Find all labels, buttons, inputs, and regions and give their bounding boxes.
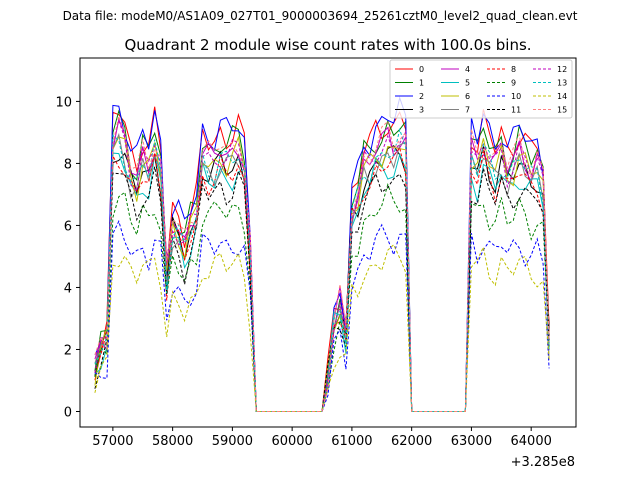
series-line-15 — [94, 114, 550, 412]
legend-label: 15 — [557, 106, 567, 115]
plot-frame — [79, 57, 577, 428]
x-tick-label: 63000 — [451, 434, 492, 449]
y-tick-label: 2 — [64, 343, 72, 358]
legend-label: 2 — [419, 92, 424, 101]
legend-label: 3 — [419, 106, 424, 115]
legend-label: 6 — [465, 92, 470, 101]
series-line-10 — [94, 219, 550, 412]
plot-lines — [94, 96, 550, 412]
x-tick-label: 58000 — [152, 434, 193, 449]
y-tick-label: 0 — [64, 405, 72, 420]
legend-label: 14 — [557, 92, 567, 101]
x-offset-label: +3.285e8 — [511, 455, 575, 470]
series-line-0 — [94, 106, 550, 412]
legend-label: 10 — [511, 92, 521, 101]
chart-title: Quadrant 2 module wise count rates with … — [124, 36, 531, 54]
legend-label: 8 — [511, 65, 516, 74]
y-tick-label: 4 — [64, 281, 72, 296]
x-tick-label: 64000 — [511, 434, 552, 449]
y-axis: 0 2 4 6 8 10 — [55, 95, 80, 420]
y-tick-label: 6 — [64, 219, 72, 234]
x-tick-label: 60000 — [271, 434, 312, 449]
x-tick-label: 62000 — [391, 434, 432, 449]
legend-label: 1 — [419, 79, 424, 88]
legend-label: 11 — [511, 106, 521, 115]
series-line-12 — [94, 118, 550, 412]
y-tick-label: 10 — [55, 95, 72, 110]
x-tick-label: 61000 — [331, 434, 372, 449]
legend-box — [389, 59, 573, 119]
series-line-7 — [94, 132, 550, 412]
legend-label: 5 — [465, 79, 470, 88]
legend-label: 13 — [557, 79, 567, 88]
legend-label: 7 — [465, 106, 470, 115]
x-tick-label: 57000 — [92, 434, 133, 449]
legend-label: 0 — [419, 65, 424, 74]
series-line-14 — [94, 243, 550, 412]
legend-label: 4 — [465, 65, 470, 74]
legend-label: 12 — [557, 65, 567, 74]
y-tick-label: 8 — [64, 157, 72, 172]
figure-suptitle: Data file: modeM0/AS1A09_027T01_90000036… — [63, 9, 578, 23]
legend-label: 9 — [511, 79, 516, 88]
x-tick-label: 59000 — [212, 434, 253, 449]
series-line-8 — [94, 146, 550, 412]
x-axis: 57000 58000 59000 60000 61000 62000 63000 64000 — [92, 427, 552, 449]
